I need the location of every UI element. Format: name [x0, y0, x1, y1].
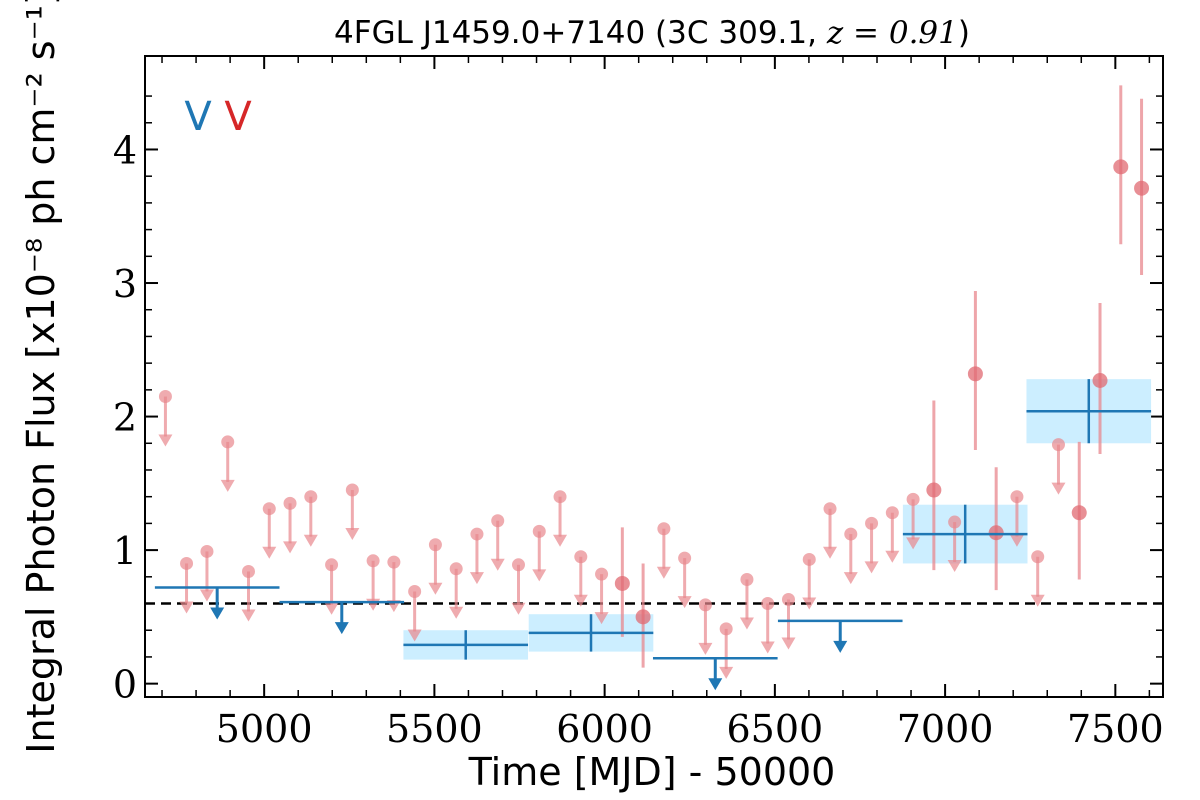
x-tick-label: 5500: [386, 707, 483, 751]
x-tick-label: 7500: [1067, 707, 1164, 751]
red-upper-limit-arrow-head: [158, 434, 173, 447]
red-detection-point: [635, 609, 651, 625]
red-upper-limit-arrow-head: [739, 617, 754, 630]
blue-upper-limit-arrow-head: [708, 678, 723, 691]
red-upper-limit-arrow-head: [262, 546, 277, 559]
x-tick-label: 6000: [556, 707, 653, 751]
chart-title: 4FGL J1459.0+7140 (3C 309.1, z = 0.91): [334, 15, 970, 51]
red-detection-point: [1113, 159, 1129, 175]
red-upper-limit-arrow-head: [1030, 594, 1045, 607]
y-tick-label: 4: [113, 128, 137, 172]
red-upper-limit-arrow-head: [1051, 482, 1066, 495]
red-upper-limit-arrow-head: [553, 534, 568, 547]
red-upper-limit-arrow-head: [449, 606, 464, 619]
y-tick-label: 1: [113, 529, 137, 573]
y-tick-label: 0: [113, 663, 137, 707]
x-tick-label: 7000: [897, 707, 994, 751]
red-upper-limit-arrow-head: [220, 479, 235, 492]
red-upper-limit-arrow-head: [656, 566, 671, 579]
red-upper-limit-arrow-head: [864, 561, 879, 574]
legend-item: V: [224, 94, 252, 140]
chart-title-suffix: ): [958, 15, 970, 51]
red-detection-point: [926, 482, 942, 498]
red-upper-limit-arrow-head: [324, 602, 339, 615]
red-upper-limit-arrow-head: [199, 589, 214, 602]
red-upper-limit-arrow-head: [345, 528, 360, 541]
red-upper-limit-arrow-head: [760, 641, 775, 654]
red-upper-limit-arrow-head: [947, 560, 962, 573]
red-upper-limit-arrow-head: [407, 629, 422, 642]
red-upper-limit-arrow-head: [594, 612, 609, 625]
x-axis-label: Time [MJD] - 50000: [468, 750, 836, 794]
legend-item: V: [184, 94, 212, 140]
plot-frame: [144, 55, 1164, 698]
red-upper-limit-arrow-head: [469, 572, 484, 585]
red-upper-limit-arrow-head: [843, 572, 858, 585]
chart-title-math: z = 0.91: [826, 15, 958, 51]
x-tick-label: 6500: [727, 707, 824, 751]
red-upper-limit-arrow-head: [698, 642, 713, 655]
red-upper-limit-arrow-head: [677, 596, 692, 609]
red-detection-point: [967, 366, 983, 382]
red-upper-limit-arrow-head: [906, 537, 921, 550]
red-upper-limit-arrow-head: [1009, 534, 1024, 547]
red-upper-limit-arrow-head: [781, 637, 796, 650]
red-detection-point: [1092, 373, 1108, 389]
red-upper-limit-arrow-head: [532, 569, 547, 582]
y-axis-label: Integral Photon Flux [x10⁻⁸ ph cm⁻² s⁻¹]: [19, 0, 63, 754]
red-upper-limit-arrow-head: [428, 582, 443, 595]
red-upper-limit-arrow-head: [573, 594, 588, 607]
red-detection-point: [614, 575, 630, 591]
red-upper-limit-arrow-head: [241, 609, 256, 622]
red-upper-limit-arrow-head: [823, 546, 838, 559]
red-upper-limit-arrow-head: [802, 597, 817, 610]
red-detection-point: [1071, 505, 1087, 521]
red-upper-limit-arrow-head: [303, 534, 318, 547]
chart-title-prefix: 4FGL J1459.0+7140 (3C 309.1,: [334, 15, 827, 51]
y-tick-label: 2: [113, 396, 137, 440]
red-upper-limit-arrow-head: [283, 541, 298, 554]
red-upper-limit-arrow-head: [490, 558, 505, 571]
y-tick-label: 3: [113, 262, 137, 306]
red-upper-limit-arrow-head: [719, 666, 734, 679]
red-upper-limit-arrow-head: [885, 550, 900, 563]
blue-upper-limit-arrow-head: [833, 640, 848, 653]
red-upper-limit-arrow-head: [511, 602, 526, 615]
red-detection-point: [1134, 180, 1150, 196]
blue-upper-limit-arrow-head: [334, 622, 349, 635]
x-tick-label: 5000: [216, 707, 313, 751]
red-upper-limit-arrow-head: [179, 601, 194, 614]
red-detection-point: [988, 525, 1004, 541]
blue-upper-limit-arrow-head: [210, 607, 225, 620]
red-upper-limit-arrow-head: [366, 598, 381, 611]
